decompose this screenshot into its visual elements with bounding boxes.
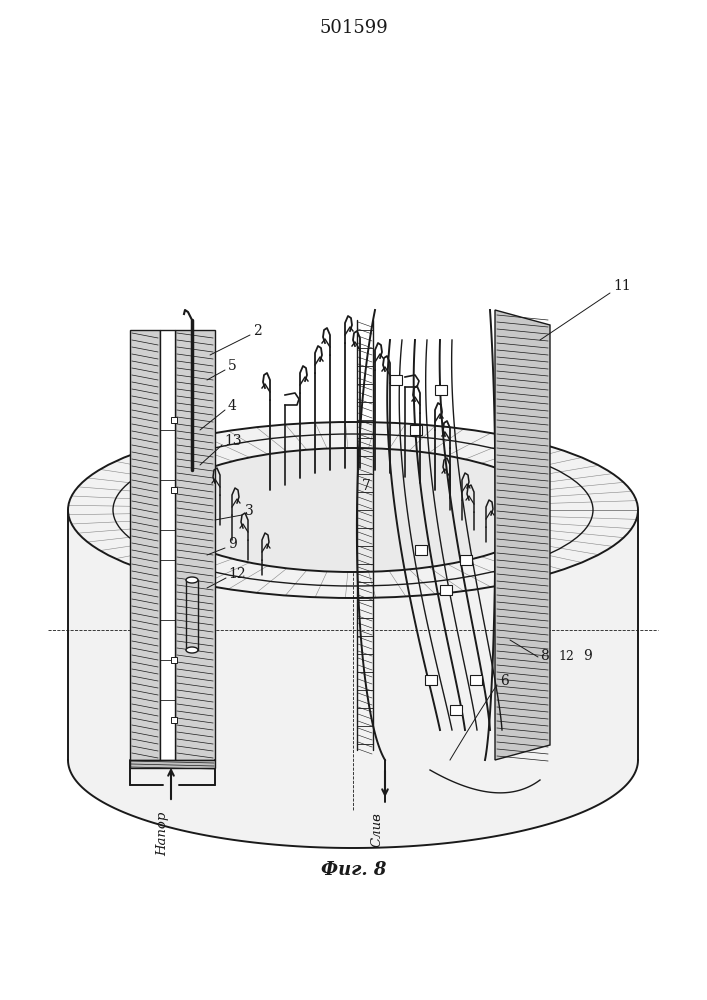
Text: 9: 9: [583, 649, 592, 663]
Bar: [171, 417, 177, 423]
Bar: [440, 585, 452, 595]
Text: 3: 3: [245, 504, 254, 518]
Text: 5: 5: [228, 359, 237, 373]
Text: Фиг. 8: Фиг. 8: [321, 861, 386, 879]
Bar: [415, 545, 427, 555]
Polygon shape: [160, 330, 175, 760]
Text: 8: 8: [540, 649, 549, 663]
Polygon shape: [130, 760, 215, 768]
Bar: [435, 385, 447, 395]
Bar: [410, 425, 422, 435]
Text: 12: 12: [228, 567, 245, 581]
Ellipse shape: [186, 647, 198, 653]
Bar: [425, 675, 437, 685]
Polygon shape: [495, 310, 550, 760]
Text: Напор: Напор: [156, 812, 170, 856]
Bar: [450, 705, 462, 715]
Bar: [171, 717, 177, 723]
Bar: [171, 487, 177, 493]
Bar: [390, 375, 402, 385]
Bar: [470, 675, 482, 685]
Bar: [171, 657, 177, 663]
Ellipse shape: [186, 577, 198, 583]
Text: 6: 6: [500, 674, 509, 688]
Text: 501599: 501599: [319, 19, 388, 37]
Text: 2: 2: [253, 324, 262, 338]
Polygon shape: [130, 330, 160, 760]
Text: 11: 11: [613, 279, 631, 293]
Polygon shape: [68, 422, 638, 848]
Text: 9: 9: [228, 537, 237, 551]
Text: Слив: Слив: [370, 812, 383, 847]
Ellipse shape: [158, 448, 548, 572]
Text: 7: 7: [362, 479, 371, 493]
Text: 12: 12: [558, 650, 574, 663]
Bar: [460, 555, 472, 565]
Text: 4: 4: [228, 399, 237, 413]
Polygon shape: [175, 330, 215, 760]
Text: 13: 13: [224, 434, 242, 448]
